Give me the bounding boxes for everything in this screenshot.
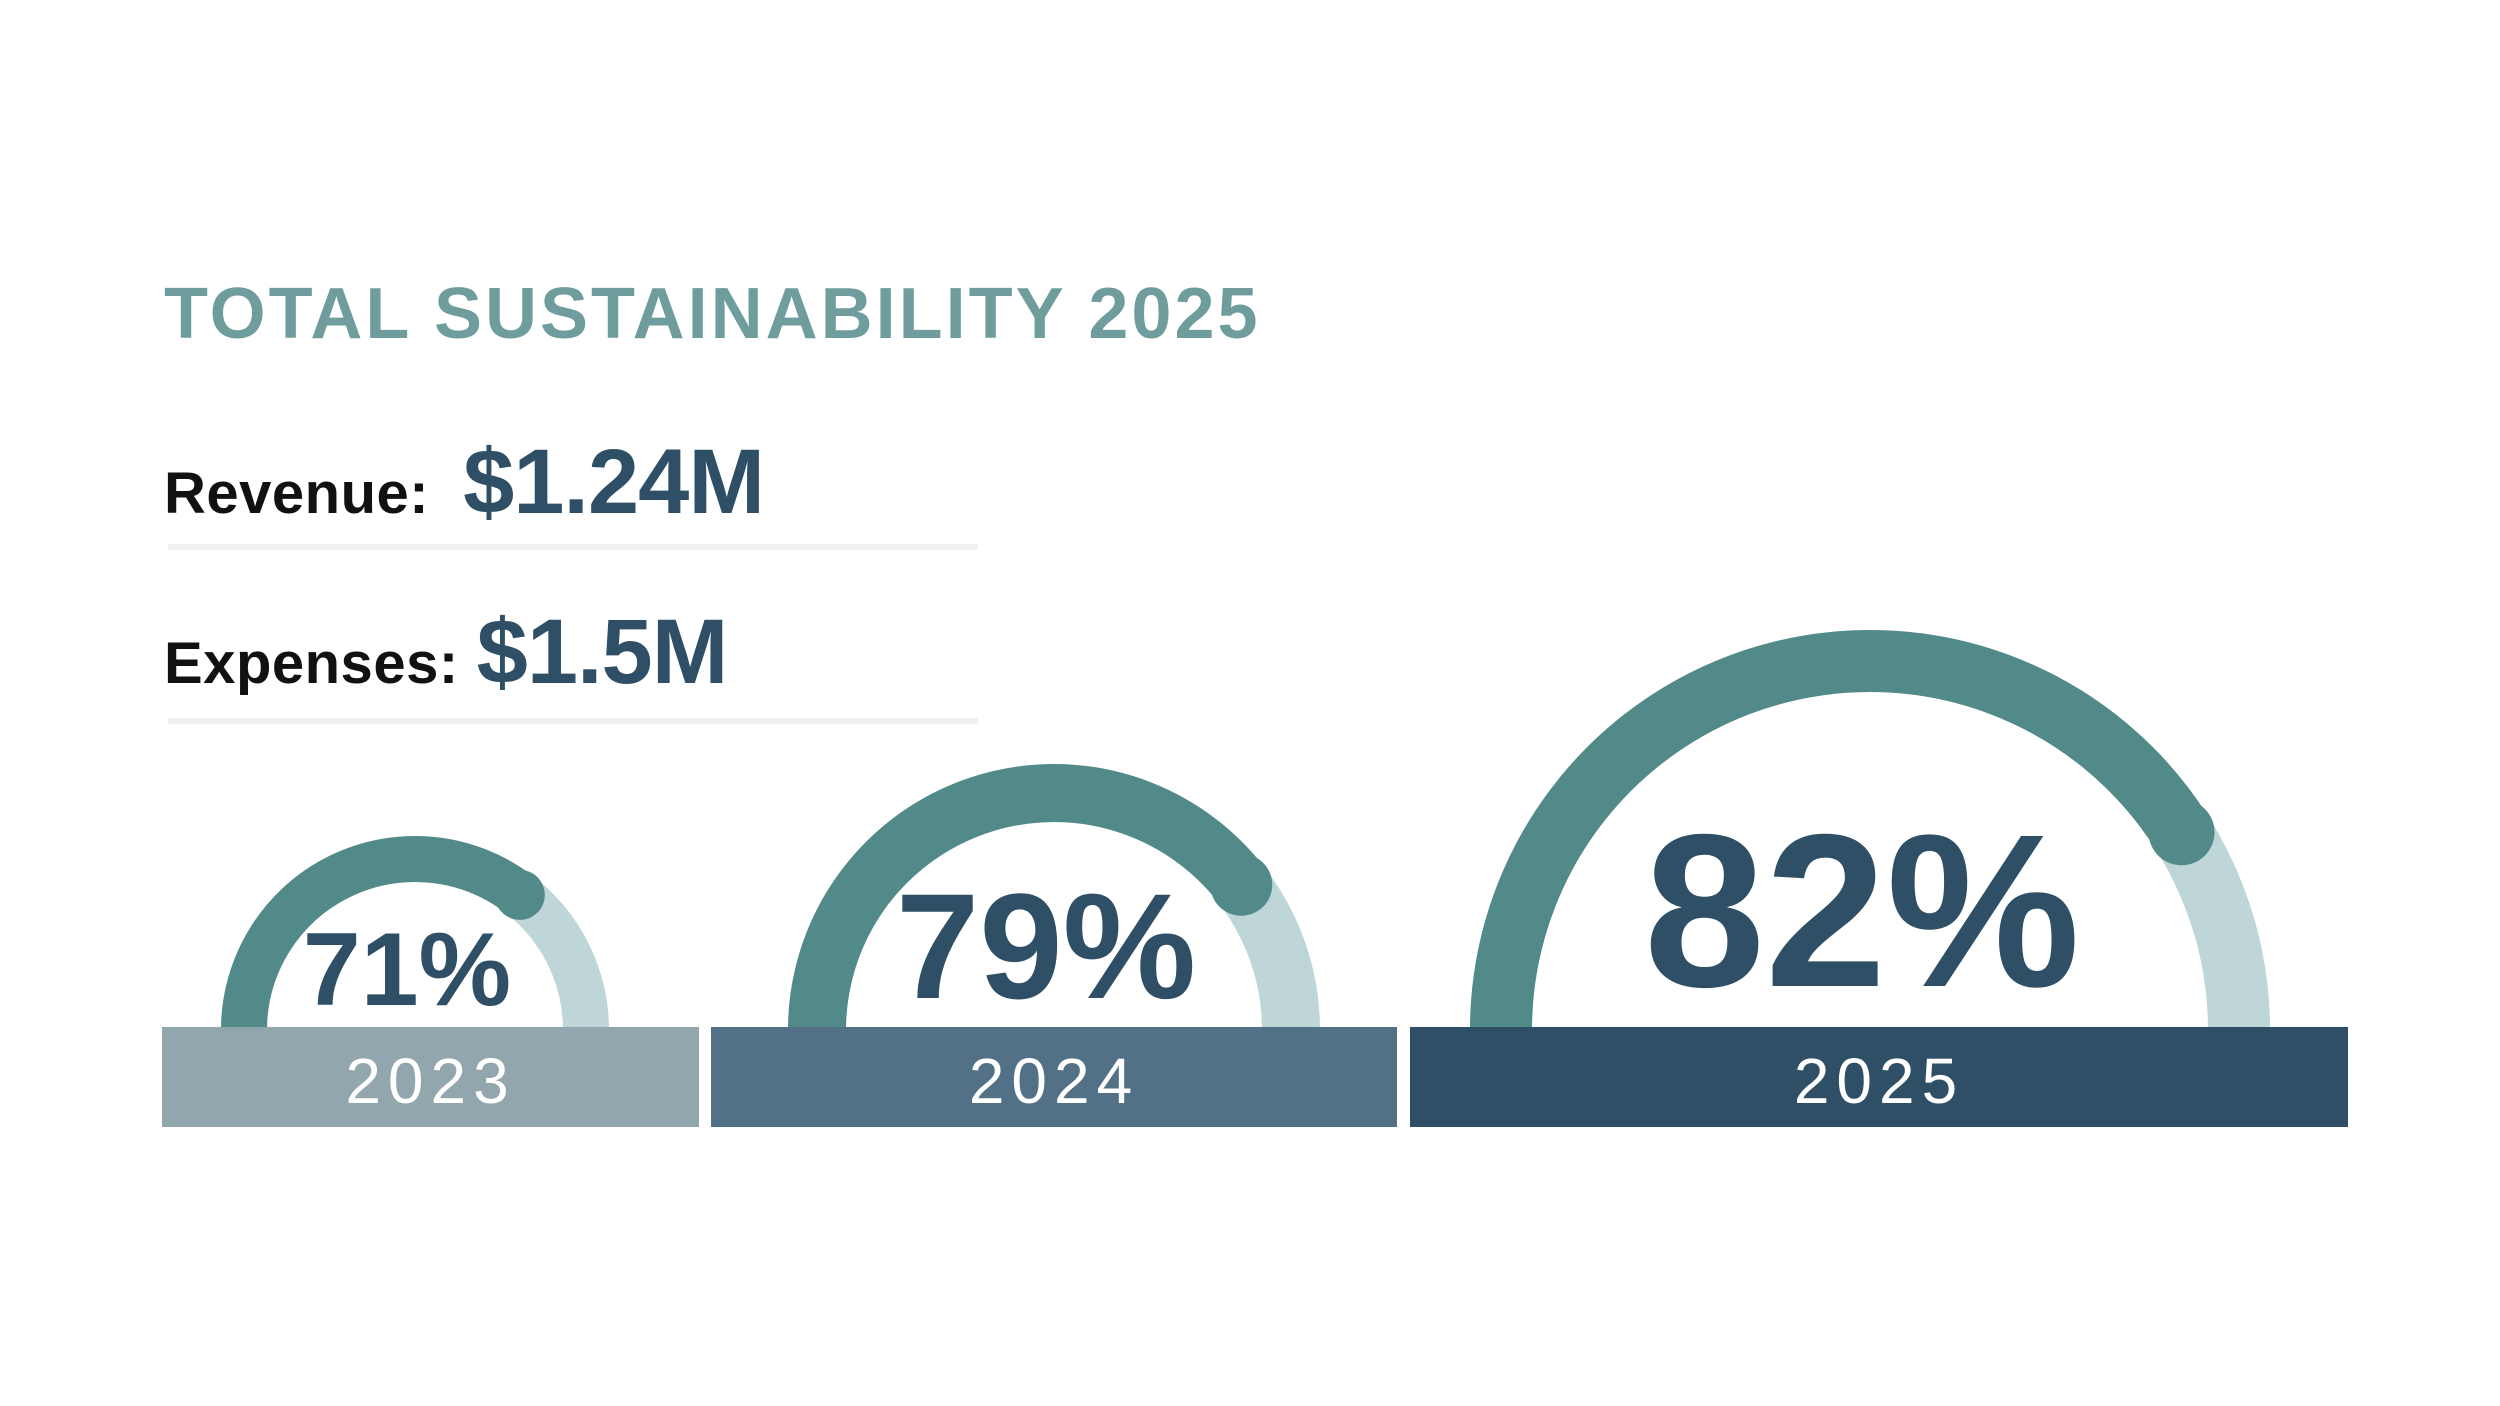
- expenses-value: $1.5M: [476, 601, 729, 703]
- gauge-value-label-2025: 82%: [1644, 790, 2080, 1033]
- year-bar-2023: [162, 1027, 699, 1127]
- revenue-value: $1.24M: [463, 431, 765, 533]
- gauge-cap-2024: [1210, 853, 1273, 916]
- year-label-2025: 2025: [1794, 1045, 1964, 1117]
- year-label-2024: 2024: [969, 1045, 1139, 1117]
- gauge-value-label-2024: 79%: [896, 862, 1196, 1030]
- revenue-row: Revenue: $1.24M: [164, 430, 765, 535]
- revenue-label: Revenue:: [164, 461, 430, 526]
- gauge-arc-2025: [1470, 630, 2208, 1031]
- gauge-value-label-2023: 71%: [303, 912, 511, 1028]
- expenses-label: Expenses:: [164, 631, 459, 696]
- gauge-arc-2024: [788, 764, 1265, 1031]
- page-title: TOTAL SUSTAINABILITY 2025: [164, 274, 1261, 354]
- year-label-2023: 2023: [345, 1045, 515, 1117]
- revenue-divider: [168, 544, 978, 550]
- gauge-cap-2023: [494, 869, 545, 920]
- expenses-row: Expenses: $1.5M: [164, 600, 729, 705]
- expenses-divider: [168, 718, 978, 724]
- gauge-cap-2025: [2148, 799, 2215, 866]
- gauge-arc-2023: [221, 836, 534, 1031]
- year-bar-2025: [1410, 1027, 2348, 1127]
- year-bar-2024: [711, 1027, 1397, 1127]
